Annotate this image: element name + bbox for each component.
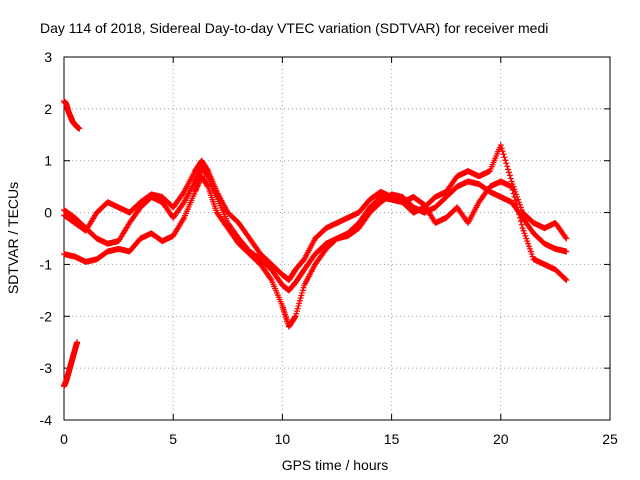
y-tick-label: 2 [44, 101, 52, 117]
y-tick-label: -2 [40, 308, 53, 324]
x-tick-label: 0 [60, 431, 68, 447]
x-tick-label: 10 [275, 431, 291, 447]
data-point [497, 142, 504, 149]
tick-layer: 0 5 10 15 20 25 -4 -3 -2 -1 0 1 2 3 [40, 49, 618, 447]
data-point [498, 145, 505, 152]
plot-frame [63, 56, 611, 421]
data-point [518, 221, 525, 228]
data-point [562, 234, 569, 241]
y-tick-label: 3 [44, 49, 52, 65]
data-point [503, 160, 510, 167]
x-tick-label: 20 [493, 431, 509, 447]
data-point [512, 197, 519, 204]
data-point [501, 154, 508, 161]
data-point [502, 157, 509, 164]
data-point [500, 151, 507, 158]
data-point [516, 211, 522, 218]
grid-layer [64, 57, 610, 420]
data-layer [61, 98, 570, 390]
data-point [515, 207, 522, 214]
y-tick-label: -1 [40, 256, 53, 272]
data-point [516, 214, 523, 221]
data-point [180, 200, 187, 207]
data-point [562, 276, 569, 283]
data-point [505, 166, 512, 173]
data-point [267, 275, 274, 282]
y-tick-label: 0 [44, 205, 52, 221]
data-point [504, 163, 511, 170]
y-tick-label: 1 [44, 153, 52, 169]
series-track-c [61, 142, 570, 283]
y-tick-label: -3 [40, 360, 53, 376]
series-track-lower-start [61, 339, 81, 390]
data-point [507, 175, 514, 182]
y-tick-label: -4 [40, 412, 53, 428]
data-point [517, 218, 524, 225]
x-tick-label: 15 [384, 431, 400, 447]
data-point [76, 125, 83, 132]
chart-title: Day 114 of 2018, Sidereal Day-to-day VTE… [40, 20, 548, 36]
x-axis-label: GPS time / hours [282, 457, 389, 473]
data-point [506, 172, 513, 179]
data-point [563, 248, 570, 255]
data-point [74, 339, 81, 346]
data-point [563, 235, 570, 242]
x-tick-label: 5 [169, 431, 177, 447]
y-axis-label: SDTVAR / TECUs [5, 182, 21, 294]
data-point [505, 169, 512, 176]
data-point [180, 190, 187, 197]
data-point [499, 148, 506, 155]
series-track-upper-start [61, 98, 83, 132]
x-tick-label: 25 [602, 431, 618, 447]
series-track-b [61, 173, 570, 330]
data-point [563, 276, 570, 283]
